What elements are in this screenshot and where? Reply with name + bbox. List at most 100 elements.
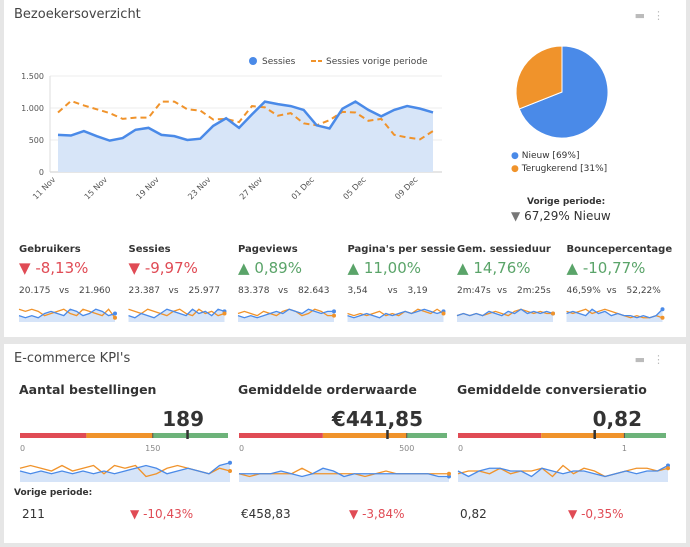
y-tick-label: 500	[29, 136, 44, 145]
kpi-card: Pageviews ▲ 0,89% 83.378 vs 82.643	[238, 244, 346, 296]
x-tick-label: 23 Nov	[186, 175, 213, 202]
sparkline-current	[237, 308, 334, 319]
kpi-card: Sessies ▼ -9,97% 23.387 vs 25.977	[129, 244, 237, 296]
kpi-change: ▲ 0,89%	[238, 259, 346, 277]
triangle-down-icon: ▼	[568, 507, 578, 521]
sparkline-end	[228, 460, 232, 465]
prev-value-text: 67,29% Nieuw	[524, 209, 611, 223]
legend-label-sessies: Sessies	[262, 57, 296, 67]
kpi-card: Pagina's per sessie ▲ 11,00% 3,54 vs 3,19	[348, 244, 456, 296]
kpi-label: Pagina's per sessie	[347, 244, 456, 255]
kpi-previous: 2m:25s	[517, 286, 551, 296]
ecom-pct: -10,43%	[143, 507, 194, 521]
gauge-band	[239, 433, 323, 438]
ecom-kpi-card: Gemiddelde orderwaarde	[238, 382, 448, 397]
ecom-kpi-card: Aantal bestellingen	[19, 382, 229, 397]
sparkline-end	[666, 463, 670, 468]
sparkline-area	[457, 309, 553, 322]
x-tick-label: 15 Nov	[83, 175, 110, 202]
triangle-down-icon: ▼	[128, 259, 141, 277]
triangle-up-icon: ▲	[457, 259, 469, 277]
ecom-kpi-label: Aantal bestellingen	[19, 382, 157, 397]
kpi-current: 83.378	[238, 286, 270, 296]
gauge-tick-label: 1	[622, 444, 627, 453]
legend-label-previous: Sessies vorige periode	[326, 57, 428, 67]
kpi-label: Gem. sessieduur	[457, 244, 551, 255]
comment-icon[interactable]: ▬	[634, 9, 653, 22]
kpi-previous: 82.643	[298, 286, 330, 296]
kpi-vs: vs	[606, 286, 617, 296]
legend-nieuw[interactable]: ● Nieuw [69%]	[511, 151, 580, 161]
kpi-card: Bouncepercentage ▲ -10,77% 46,59% vs 52,22…	[567, 244, 675, 296]
ecom-kpi-label: Gemiddelde orderwaarde	[238, 382, 417, 397]
kpi-change: ▲ 14,76%	[457, 259, 565, 277]
series-line-sessies	[57, 100, 434, 142]
gauge-tick-label: 0	[20, 444, 25, 453]
kpi-vs: vs	[59, 286, 70, 296]
ecom-prev-label: Vorige periode:	[14, 488, 93, 498]
kpi-pct: 14,76%	[473, 259, 531, 277]
kpi-current: 23.387	[128, 286, 161, 296]
legend-label: Nieuw [69%]	[521, 151, 580, 161]
ecom-prev-value: 0,82	[460, 507, 487, 521]
comment-icon[interactable]: ▬	[634, 353, 653, 366]
kpi-vs: vs	[497, 286, 508, 296]
kpi-compare: 83.378 vs 82.643	[238, 286, 346, 296]
ecom-change: ▼ -10,43%	[130, 507, 193, 521]
sparkline-end	[332, 309, 336, 314]
triangle-up-icon: ▲	[238, 259, 250, 277]
gauge-marker	[386, 430, 389, 439]
x-tick-label: 27 Nov	[238, 175, 265, 202]
kpi-compare: 23.387 vs 25.977	[129, 286, 237, 296]
sparkline-previous	[237, 308, 334, 317]
kpi-compare: 2m:47s vs 2m:25s	[457, 286, 565, 296]
kpi-current: 3,54	[347, 286, 368, 296]
gauge-band	[322, 433, 407, 438]
gauge-band	[20, 433, 87, 438]
more-icon[interactable]: ⋮	[653, 353, 672, 366]
kpi-change: ▼ -8,13%	[19, 259, 127, 277]
gauge-band	[458, 433, 542, 438]
kpi-pct: -9,97%	[144, 259, 198, 277]
gauge-tick-label: 500	[399, 444, 414, 453]
gauge-band	[86, 433, 153, 438]
sparkline-previous	[18, 308, 116, 319]
kpi-current: 2m:47s	[457, 286, 491, 296]
y-tick-label: 0	[39, 168, 44, 177]
triangle-up-icon: ▲	[347, 259, 360, 277]
sparkline-area	[347, 309, 444, 322]
triangle-down-icon: ▼	[349, 507, 359, 521]
triangle-down-icon: ▼	[511, 209, 521, 223]
x-tick-label: 19 Nov	[134, 175, 161, 202]
kpi-previous: 25.977	[188, 286, 221, 296]
kpi-label: Bouncepercentage	[566, 244, 673, 255]
pie-legend: ● Nieuw [69%] ● Terugkerend [31%]	[511, 150, 607, 176]
sparkline-previous	[128, 308, 225, 317]
sparkline-area	[128, 309, 225, 322]
gauge-band	[152, 433, 228, 438]
gauge-band	[541, 433, 625, 438]
series-line-previous	[57, 99, 434, 141]
legend-terugkerend[interactable]: ● Terugkerend [31%]	[511, 164, 608, 174]
sparkline-current	[18, 308, 116, 319]
gauge-tick-label: 0	[239, 444, 244, 453]
panel-menu[interactable]: ▬⋮	[635, 9, 672, 22]
ecom-kpi-card: Gemiddelde conversieratio	[457, 382, 667, 397]
more-icon[interactable]: ⋮	[653, 9, 672, 22]
sparkline-end	[660, 315, 665, 320]
kpi-pct: 0,89%	[254, 259, 302, 277]
ecom-change: ▼ -0,35%	[568, 507, 624, 521]
x-tick-label: 01 Dec	[290, 175, 316, 201]
ecom-kpi-value: 0,82	[592, 407, 642, 431]
ecom-prev-value: 211	[22, 507, 45, 521]
gauge-band	[406, 433, 447, 438]
panel-menu[interactable]: ▬⋮	[635, 353, 672, 366]
sparkline-current	[347, 308, 444, 319]
kpi-compare: 46,59% vs 52,22%	[567, 286, 675, 296]
kpi-compare: 3,54 vs 3,19	[348, 286, 456, 296]
kpi-previous: 3,19	[407, 286, 428, 296]
sparkline-area	[239, 468, 449, 482]
sparkline-current	[239, 467, 449, 478]
sparkline-end	[447, 474, 451, 479]
